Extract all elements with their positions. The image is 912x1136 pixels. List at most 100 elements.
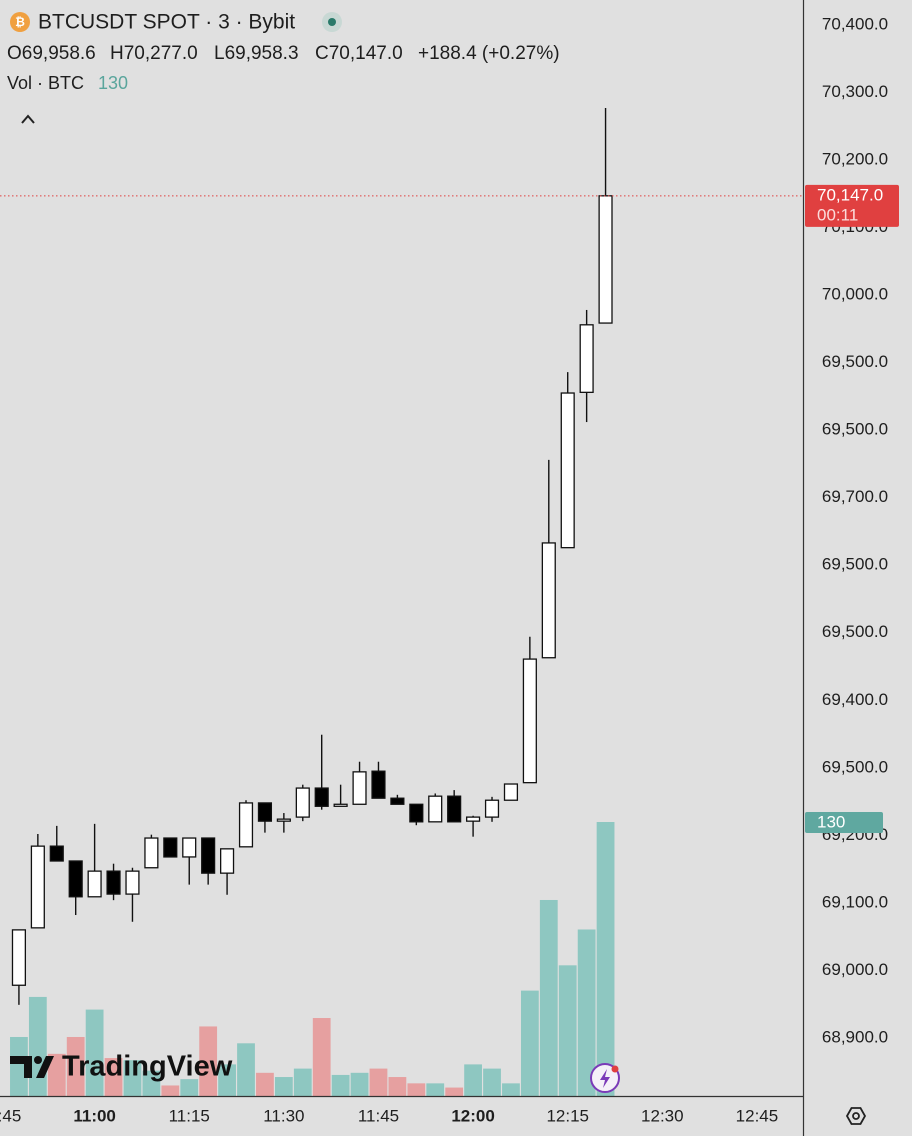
candle-body [371, 770, 386, 799]
y-tick-label: 69,500.0 [822, 352, 888, 371]
volume-bar [28, 996, 47, 1096]
volume-bar [256, 1072, 274, 1096]
x-tick-label: 11:45 [358, 1106, 399, 1125]
candle-body [257, 802, 273, 822]
x-tick-label: 12:00 [451, 1106, 494, 1125]
candle-body [352, 771, 367, 805]
candle-body [541, 542, 556, 659]
volume-bar [388, 1077, 407, 1096]
y-tick-label: 68,900.0 [822, 1027, 888, 1046]
status-dot [328, 18, 336, 26]
volume-bar [577, 929, 596, 1096]
candle-body [484, 799, 500, 818]
settings-center [852, 1112, 860, 1120]
volume-last: 130 [98, 73, 128, 93]
volume-bar [464, 1064, 482, 1096]
candle-body [163, 837, 178, 858]
candle-body [87, 870, 102, 898]
lightning-icon [600, 1069, 610, 1088]
y-tick-label: 69,100.0 [822, 892, 888, 911]
candle-body [144, 837, 159, 869]
volume-tag-label: 130 [817, 812, 845, 831]
coin-icon [10, 12, 30, 32]
volume-bar [539, 899, 558, 1096]
x-tick-label: 12:45 [736, 1106, 779, 1125]
volume-bar [104, 1058, 123, 1096]
volume-bar [123, 1060, 142, 1096]
volume-bar [293, 1068, 312, 1096]
x-tick-label: 11:15 [169, 1106, 210, 1125]
legend-change: +188.4 (+0.27%) [418, 43, 560, 64]
countdown-label: 00:11 [817, 205, 858, 224]
y-tick-label: 69,700.0 [822, 487, 888, 506]
legend-high: H70,277.0 [110, 43, 198, 64]
candle-body [201, 837, 216, 874]
candle-body [125, 870, 140, 895]
settings-button[interactable] [845, 1107, 867, 1125]
y-tick-label: 70,300.0 [822, 82, 888, 101]
last-price-tag [805, 184, 899, 227]
logo-mark [10, 1056, 32, 1078]
x-tick-label: 12:15 [546, 1106, 589, 1125]
candle-body [295, 787, 310, 818]
y-tick-label: 70,000.0 [822, 285, 888, 304]
candle-body [49, 845, 64, 862]
volume-bar [47, 1053, 66, 1096]
candle-body [68, 860, 83, 898]
volume-bar [520, 990, 539, 1096]
volume-bar [274, 1077, 293, 1096]
y-tick-label: 69,500.0 [822, 757, 888, 776]
volume-bar [407, 1083, 426, 1096]
volume-bar [312, 1018, 331, 1096]
candle-body [314, 787, 329, 807]
logo-text: TradingView [62, 1051, 233, 1083]
symbol-title: BTCUSDT SPOT · 3 · Bybit [38, 11, 295, 34]
last-price-label: 70,147.0 [817, 185, 883, 204]
logo-slash [36, 1056, 54, 1078]
candle-body [598, 195, 613, 324]
y-tick-label: 69,500.0 [822, 555, 888, 574]
y-tick-label: 69,400.0 [822, 690, 888, 709]
candle-body [333, 803, 348, 807]
candle-body [106, 870, 121, 895]
volume-tag [805, 812, 883, 833]
volume-bar [161, 1085, 180, 1096]
notification-dot [611, 1065, 619, 1073]
volume-title: Vol · BTC [7, 73, 84, 93]
collapse-button[interactable] [21, 114, 35, 124]
candle-body [220, 848, 235, 874]
x-tick-label: 10:45 [0, 1106, 21, 1125]
plot [10, 108, 615, 1096]
candle-body [409, 803, 424, 823]
candle-body [428, 795, 443, 823]
x-tick-label: 11:00 [73, 1106, 116, 1125]
volume-bar [558, 965, 577, 1096]
candle-body [503, 783, 519, 801]
candle-body [182, 837, 197, 858]
logo-dot [34, 1056, 42, 1064]
volume-bar [445, 1087, 464, 1096]
volume-bar [85, 1009, 104, 1096]
volume-bar [369, 1068, 388, 1096]
volume-bar [483, 1068, 501, 1096]
candle-body [447, 795, 462, 823]
volume-bar [10, 1036, 28, 1096]
logo: TradingView [10, 1051, 233, 1083]
volume-bar [199, 1026, 218, 1096]
candle-body [522, 658, 537, 784]
legend-low: L69,958.3 [214, 43, 299, 64]
volume-bar [502, 1083, 520, 1096]
y-tick-label: 69,500.0 [822, 622, 888, 641]
candle-body [276, 818, 291, 822]
volume-bar [180, 1079, 199, 1096]
coin-symbol: ₿ [15, 15, 25, 29]
x-tick-label: 12:30 [641, 1106, 684, 1125]
y-tick-label: 70,400.0 [822, 14, 888, 33]
volume-bar [426, 1083, 445, 1096]
volume-bar [218, 1064, 236, 1096]
candle-body [390, 797, 405, 805]
volume-bar [66, 1036, 85, 1096]
y-tick-label: 70,200.0 [822, 150, 888, 169]
volume-bar [142, 1070, 161, 1096]
